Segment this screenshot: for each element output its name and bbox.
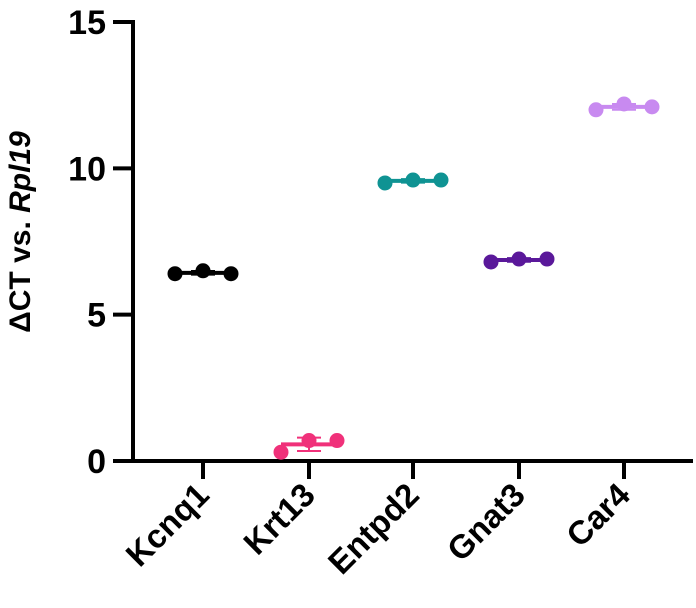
data-point [644,99,660,115]
x-tick-label: Car4 [559,475,638,554]
y-tick-label: 15 [68,4,106,42]
data-point [616,96,632,112]
series-entpd2 [377,172,449,191]
data-point [588,102,604,118]
series-krt13 [273,433,345,460]
x-tick-label: Kcnq1 [118,476,215,573]
data-point [539,251,555,267]
y-tick-label: 10 [68,150,106,188]
y-axis-label-prefix: ΔCT vs. [4,213,37,333]
data-point [195,263,211,279]
series-car4 [588,96,660,118]
y-axis-label-italic: Rpl19 [4,131,37,213]
data-point [329,433,345,449]
data-point [405,172,421,188]
data-point [377,175,393,191]
series-kcnq1 [167,263,239,282]
y-tick-label: 0 [87,443,106,481]
x-tick-label: Entpd2 [321,476,426,581]
series-gnat3 [483,251,555,270]
data-point [223,266,239,282]
data-point [511,251,527,267]
y-tick-label: 5 [87,297,106,335]
data-marks [167,96,660,460]
data-point [273,444,289,460]
data-point [483,254,499,270]
data-point [433,172,449,188]
data-point [167,266,183,282]
x-tick-label: Krt13 [236,476,322,562]
data-point [301,433,317,449]
x-tick-label: Gnat3 [440,476,532,568]
y-axis-label: ΔCT vs. Rpl19 [4,131,37,333]
